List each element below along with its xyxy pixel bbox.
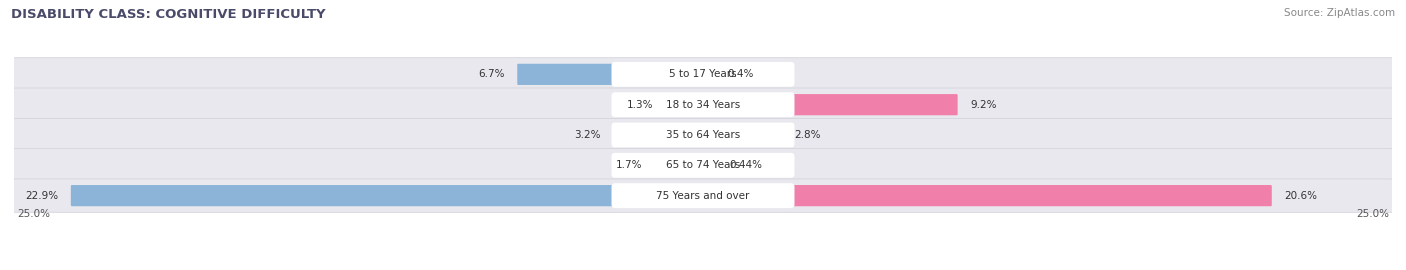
Text: 65 to 74 Years: 65 to 74 Years — [666, 160, 740, 170]
Text: Source: ZipAtlas.com: Source: ZipAtlas.com — [1284, 8, 1395, 18]
Text: 9.2%: 9.2% — [970, 100, 997, 110]
FancyBboxPatch shape — [612, 62, 794, 87]
Text: 0.4%: 0.4% — [728, 69, 754, 79]
FancyBboxPatch shape — [70, 185, 704, 206]
FancyBboxPatch shape — [666, 94, 704, 115]
FancyBboxPatch shape — [702, 64, 716, 85]
Text: 5 to 17 Years: 5 to 17 Years — [669, 69, 737, 79]
FancyBboxPatch shape — [613, 124, 704, 146]
Text: DISABILITY CLASS: COGNITIVE DIFFICULTY: DISABILITY CLASS: COGNITIVE DIFFICULTY — [11, 8, 326, 21]
FancyBboxPatch shape — [10, 179, 1396, 212]
FancyBboxPatch shape — [702, 185, 1272, 206]
Text: 20.6%: 20.6% — [1285, 191, 1317, 201]
FancyBboxPatch shape — [655, 155, 704, 176]
FancyBboxPatch shape — [612, 92, 794, 117]
FancyBboxPatch shape — [702, 155, 716, 176]
FancyBboxPatch shape — [612, 153, 794, 178]
FancyBboxPatch shape — [612, 183, 794, 208]
FancyBboxPatch shape — [10, 149, 1396, 182]
Text: 22.9%: 22.9% — [25, 191, 58, 201]
Text: 0.44%: 0.44% — [728, 160, 762, 170]
FancyBboxPatch shape — [612, 123, 794, 147]
FancyBboxPatch shape — [702, 94, 957, 115]
Text: 25.0%: 25.0% — [1357, 209, 1389, 219]
Text: 25.0%: 25.0% — [17, 209, 49, 219]
Text: 2.8%: 2.8% — [794, 130, 821, 140]
FancyBboxPatch shape — [10, 88, 1396, 121]
FancyBboxPatch shape — [10, 58, 1396, 91]
Text: 35 to 64 Years: 35 to 64 Years — [666, 130, 740, 140]
FancyBboxPatch shape — [10, 118, 1396, 152]
Text: 75 Years and over: 75 Years and over — [657, 191, 749, 201]
Text: 18 to 34 Years: 18 to 34 Years — [666, 100, 740, 110]
Text: 6.7%: 6.7% — [478, 69, 505, 79]
FancyBboxPatch shape — [517, 64, 704, 85]
Text: 1.7%: 1.7% — [616, 160, 643, 170]
Text: 1.3%: 1.3% — [627, 100, 654, 110]
Text: 3.2%: 3.2% — [575, 130, 600, 140]
FancyBboxPatch shape — [702, 124, 782, 146]
